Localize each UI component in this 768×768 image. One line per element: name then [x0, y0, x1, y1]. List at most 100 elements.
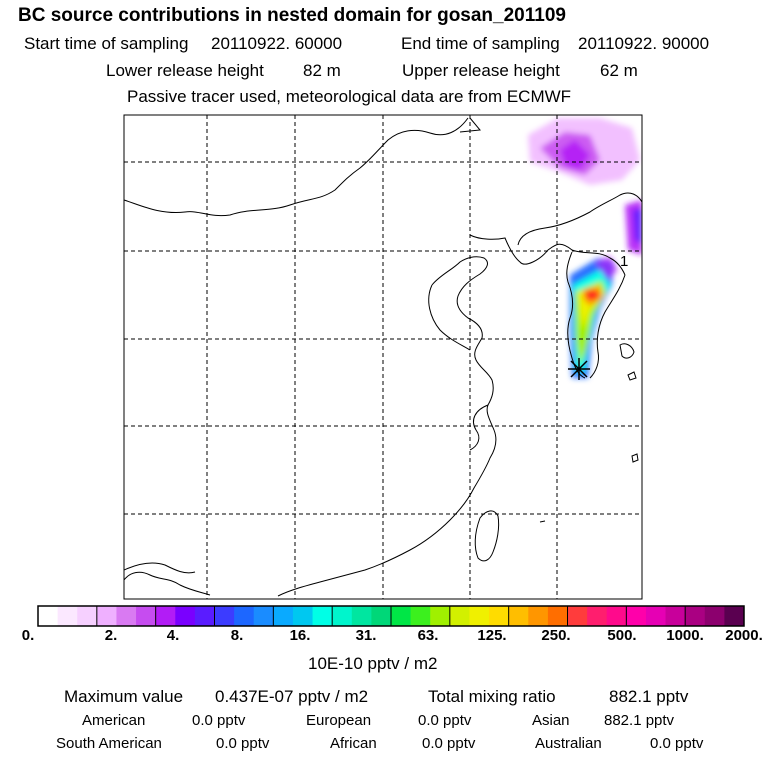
colorbar-cell-12 — [273, 606, 294, 626]
max-value: 0.437E-07 pptv / m2 — [215, 687, 369, 706]
colorbar-cell-30 — [626, 606, 647, 626]
coast-korea-west — [566, 251, 586, 379]
region-asian-name: Asian — [532, 712, 570, 729]
map-frame — [123, 114, 643, 600]
region-european-value: 0.0 pptv — [418, 712, 472, 729]
colorbar-cell-7 — [175, 606, 196, 626]
colorbar-cell-11 — [253, 606, 274, 626]
colorbar-cell-1 — [57, 606, 78, 626]
region-african-value: 0.0 pptv — [422, 735, 476, 752]
region-american-value: 0.0 pptv — [192, 712, 246, 729]
colorbar-tick-9: 500. — [607, 627, 637, 644]
colorbar-cell-16 — [351, 606, 372, 626]
colorbar-frame — [37, 605, 745, 627]
region-australian-value: 0.0 pptv — [650, 735, 704, 752]
colorbar-cell-14 — [312, 606, 333, 626]
plume-korea-peak — [585, 290, 599, 300]
colorbar-tick-2: 4. — [166, 627, 180, 644]
region-australian-name: Australian — [535, 735, 602, 752]
colorbar-cell-33 — [685, 606, 706, 626]
lat-lon-grid — [124, 115, 642, 599]
island-small-2 — [631, 453, 639, 463]
colorbar-tick-8: 250. — [541, 627, 571, 644]
colorbar-cells — [38, 606, 745, 626]
region-south-american-value: 0.0 pptv — [216, 735, 270, 752]
colorbar-cell-2 — [77, 606, 98, 626]
start-time-label: Start time of sampling — [24, 34, 189, 53]
start-time-value: 20110922. 60000 — [211, 34, 343, 53]
region-european-name: European — [306, 712, 372, 729]
colorbar-cell-27 — [567, 606, 588, 626]
colorbar-cell-22 — [469, 606, 490, 626]
colorbar-cell-23 — [489, 606, 510, 626]
colorbar-cell-26 — [547, 606, 568, 626]
lower-release-label: Lower release height — [106, 61, 264, 80]
map-annotation: 1 — [620, 253, 628, 270]
colorbar-cell-34 — [704, 606, 725, 626]
tracer-note: Passive tracer used, meteorological data… — [127, 87, 572, 106]
colorbar-cell-29 — [606, 606, 627, 626]
colorbar-cell-19 — [410, 606, 431, 626]
colorbar-tick-5: 31. — [355, 627, 377, 644]
colorbar-cell-8 — [194, 606, 215, 626]
plume-korea-purple-rim — [595, 256, 618, 280]
colorbar-tick-11: 2000. — [725, 627, 763, 644]
colorbar-unit: 10E-10 pptv / m2 — [308, 654, 438, 673]
region-south-american-name: South American — [56, 735, 162, 752]
colorbar-tick-6: 63. — [417, 627, 439, 644]
taiwan-island — [474, 510, 500, 562]
upper-release-value: 62 m — [600, 61, 638, 80]
colorbar-tick-0: 0. — [21, 627, 35, 644]
coast-gulf-chihli — [469, 404, 489, 451]
border-russia — [459, 117, 481, 133]
asterisk-marker — [568, 358, 590, 380]
coast-bohai — [469, 234, 626, 276]
colorbar-cell-20 — [430, 606, 451, 626]
island-small-1 — [627, 371, 637, 381]
island-small-3 — [539, 520, 546, 523]
region-american-name: American — [82, 712, 146, 729]
concentration-field — [528, 118, 642, 378]
region-african-name: African — [330, 735, 377, 752]
colorbar-cell-13 — [292, 606, 314, 626]
colorbar-cell-6 — [155, 606, 176, 626]
coastlines — [124, 117, 642, 597]
colorbar-cell-28 — [587, 606, 608, 626]
end-time-label: End time of sampling — [401, 34, 560, 53]
colorbar-cell-3 — [96, 606, 117, 626]
colorbar-cell-31 — [645, 606, 667, 626]
colorbar-cell-18 — [391, 606, 412, 626]
plot-title: BC source contributions in nested domain… — [18, 5, 566, 26]
border-inner-1 — [428, 284, 471, 351]
max-value-label: Maximum value — [64, 687, 184, 706]
colorbar-tick-4: 16. — [289, 627, 311, 644]
colorbar-cell-17 — [371, 606, 392, 626]
end-time-value: 20110922. 90000 — [578, 34, 710, 53]
colorbar-tick-10: 1000. — [666, 627, 704, 644]
region-asian-value: 882.1 pptv — [604, 712, 675, 729]
plume-east-edge-core — [633, 208, 642, 245]
lower-release-value: 82 m — [303, 61, 341, 80]
colorbar-cell-15 — [332, 606, 353, 626]
upper-release-label: Upper release height — [402, 61, 560, 80]
border-inner-2 — [124, 562, 196, 574]
colorbar-cell-32 — [665, 606, 686, 626]
border-north — [124, 117, 469, 217]
coast-china-east — [277, 256, 497, 597]
colorbar-tick-3: 8. — [230, 627, 244, 644]
coast-korea-east — [589, 274, 626, 379]
border-manchuria — [517, 192, 642, 246]
colorbar-cell-9 — [214, 606, 235, 626]
colorbar-tick-1: 2. — [104, 627, 118, 644]
colorbar-cell-5 — [136, 606, 157, 626]
colorbar-cell-21 — [449, 606, 470, 626]
coast-hainan — [124, 571, 211, 596]
colorbar-cell-4 — [116, 606, 137, 626]
japan-kyushu — [619, 343, 635, 359]
total-mixing-value: 882.1 pptv — [609, 687, 689, 706]
colorbar-tick-7: 125. — [477, 627, 507, 644]
colorbar-cell-0 — [38, 606, 59, 626]
colorbar-cell-10 — [234, 606, 255, 626]
